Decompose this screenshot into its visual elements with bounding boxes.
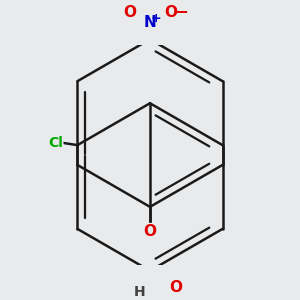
Text: +: + [150,12,161,25]
Text: H: H [134,285,145,299]
Text: O: O [169,280,182,295]
Text: Cl: Cl [48,136,63,150]
Text: O: O [124,5,137,20]
Text: O: O [164,5,177,20]
Text: −: − [175,2,188,20]
Text: O: O [143,224,157,238]
Text: N: N [144,15,156,30]
